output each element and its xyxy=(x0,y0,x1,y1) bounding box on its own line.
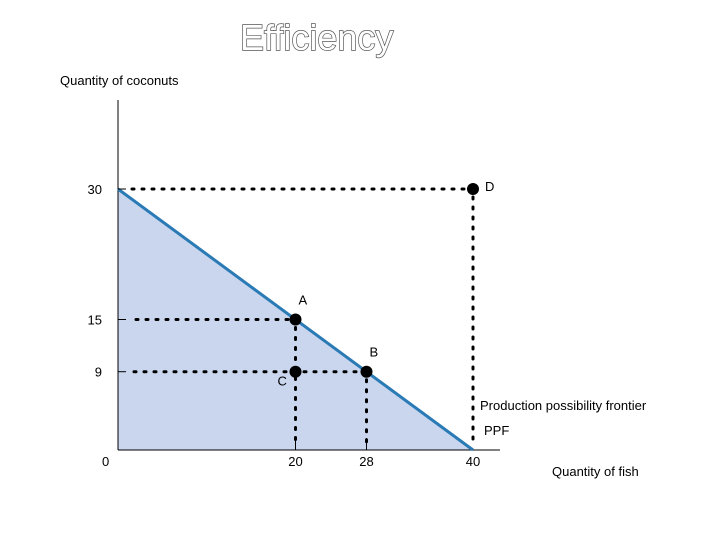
x-tick-label-40: 40 xyxy=(466,454,480,469)
point-label-c: C xyxy=(278,374,287,389)
point-a xyxy=(289,313,302,326)
plot-area: 9 15 30 0 20 28 40 A B C D xyxy=(88,100,500,469)
point-b xyxy=(360,365,373,378)
point-label-b: B xyxy=(370,345,379,360)
point-c xyxy=(289,365,302,378)
y-tick-label-30: 30 xyxy=(88,182,102,197)
point-label-a: A xyxy=(299,293,308,308)
point-d xyxy=(467,183,479,195)
ppf-short-label: PPF xyxy=(484,423,509,438)
chart-title: Efficiency xyxy=(240,17,393,58)
y-axis-title: Quantity of coconuts xyxy=(60,73,179,88)
ppf-annotation: Production possibility frontier xyxy=(480,398,647,413)
x-tick-label-20: 20 xyxy=(288,454,302,469)
x-tick-label-28: 28 xyxy=(359,454,373,469)
x-axis-title: Quantity of fish xyxy=(552,464,639,479)
y-tick-label-15: 15 xyxy=(88,313,102,328)
point-label-d: D xyxy=(485,179,494,194)
x-tick-label-0: 0 xyxy=(102,454,109,469)
y-tick-label-9: 9 xyxy=(95,365,102,380)
